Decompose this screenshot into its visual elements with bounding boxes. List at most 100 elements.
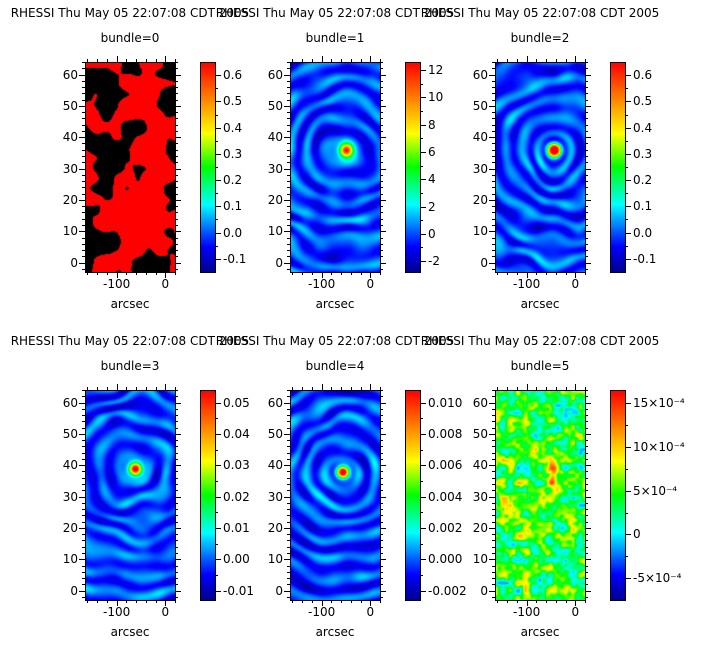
heatmap-canvas bbox=[495, 390, 585, 600]
y-tick-label: 40 bbox=[62, 130, 78, 145]
y-tick-label: 0 bbox=[480, 583, 488, 598]
y-tick-label: 20 bbox=[472, 192, 488, 207]
y-tick-label: 60 bbox=[267, 67, 283, 82]
y-tick-label: 20 bbox=[62, 192, 78, 207]
colorbar-tick-label: -0.01 bbox=[223, 583, 255, 598]
panel-subtitle: bundle=5 bbox=[510, 359, 570, 373]
x-axis-label: arcsec bbox=[520, 625, 560, 639]
colorbar-tick-label: 0.008 bbox=[428, 426, 463, 441]
y-tick-label: 30 bbox=[267, 489, 283, 504]
panel-title: RHESSI Thu May 05 22:07:08 CDT 2005 bbox=[420, 334, 660, 348]
y-tick-label: 30 bbox=[62, 161, 78, 176]
panel-bundle-3: RHESSI Thu May 05 22:07:08 CDT 2005 bundl… bbox=[0, 328, 254, 656]
colorbar-tick-label: 0.002 bbox=[428, 520, 463, 535]
x-tick-label: -100 bbox=[102, 605, 131, 619]
colorbar-tick-label: -0.1 bbox=[633, 251, 657, 266]
colorbar-tick-label: 0.02 bbox=[223, 489, 250, 504]
colorbar-tick-label: 0.1 bbox=[223, 199, 243, 214]
y-tick-label: 60 bbox=[62, 67, 78, 82]
y-tick-label: 10 bbox=[267, 552, 283, 567]
colorbar-tick-label: 0.4 bbox=[633, 120, 653, 135]
panel-subtitle: bundle=1 bbox=[305, 31, 365, 45]
colorbar-tick-label: 0.004 bbox=[428, 489, 463, 504]
y-tick-label: 50 bbox=[267, 98, 283, 113]
x-axis-label: arcsec bbox=[110, 625, 150, 639]
colorbar-tick-label: 0.04 bbox=[223, 426, 250, 441]
colorbar-tick-label: -0.1 bbox=[223, 251, 247, 266]
colorbar-tick-label: 0.006 bbox=[428, 458, 463, 473]
y-tick-label: 40 bbox=[472, 130, 488, 145]
panel-bundle-2: RHESSI Thu May 05 22:07:08 CDT 2005 bundl… bbox=[410, 0, 660, 328]
colorbar-tick-label: -0.002 bbox=[428, 583, 467, 598]
colorbar-tick-label: 8 bbox=[428, 117, 436, 132]
y-tick-label: 50 bbox=[62, 426, 78, 441]
x-tick-label: 0 bbox=[161, 277, 170, 291]
colorbar-tick-label: 0.01 bbox=[223, 520, 250, 535]
x-tick-label: 0 bbox=[571, 605, 580, 619]
y-tick-label: 60 bbox=[267, 395, 283, 410]
colorbar-tick-label: 0.6 bbox=[633, 68, 653, 83]
y-tick-label: 30 bbox=[472, 161, 488, 176]
y-tick-label: 40 bbox=[472, 458, 488, 473]
y-tick-label: 30 bbox=[267, 161, 283, 176]
colorbar-tick-label: 5×10⁻⁴ bbox=[633, 483, 678, 498]
y-tick-label: 20 bbox=[472, 520, 488, 535]
heatmap-canvas bbox=[85, 62, 175, 272]
panel-subtitle: bundle=3 bbox=[100, 359, 160, 373]
colorbar-tick-label: 0.5 bbox=[633, 94, 653, 109]
x-tick-label: -100 bbox=[512, 277, 541, 291]
y-tick-label: 0 bbox=[480, 255, 488, 270]
y-tick-label: 10 bbox=[267, 224, 283, 239]
colorbar-tick-label: 0.010 bbox=[428, 395, 463, 410]
y-tick-label: 10 bbox=[62, 224, 78, 239]
panel-title: RHESSI Thu May 05 22:07:08 CDT 2005 bbox=[10, 6, 250, 20]
x-tick-label: -100 bbox=[307, 605, 336, 619]
y-tick-label: 50 bbox=[472, 98, 488, 113]
panel-title: RHESSI Thu May 05 22:07:08 CDT 2005 bbox=[215, 6, 455, 20]
heatmap-canvas bbox=[495, 62, 585, 272]
x-tick-label: -100 bbox=[307, 277, 336, 291]
colorbar-tick-label: 0.6 bbox=[223, 68, 243, 83]
panel-title: RHESSI Thu May 05 22:07:08 CDT 2005 bbox=[10, 334, 250, 348]
colorbar-tick-label: 0.3 bbox=[223, 146, 243, 161]
colorbar-tick-label: 0.0 bbox=[223, 225, 243, 240]
colorbar-tick-label: 0.1 bbox=[633, 199, 653, 214]
colorbar-tick-label: 0.05 bbox=[223, 395, 250, 410]
colorbar-tick-label: 15×10⁻⁴ bbox=[633, 396, 685, 411]
y-tick-label: 10 bbox=[472, 552, 488, 567]
colorbar-tick-label: 0.00 bbox=[223, 552, 250, 567]
colorbar-tick-label: 0.0 bbox=[633, 225, 653, 240]
y-tick-label: 0 bbox=[275, 255, 283, 270]
panel-subtitle: bundle=0 bbox=[100, 31, 160, 45]
x-tick-label: -100 bbox=[102, 277, 131, 291]
x-axis-label: arcsec bbox=[110, 297, 150, 311]
y-tick-label: 10 bbox=[472, 224, 488, 239]
colorbar-canvas bbox=[610, 390, 625, 600]
colorbar-tick-label: 0.2 bbox=[223, 173, 243, 188]
x-axis-label: arcsec bbox=[315, 297, 355, 311]
x-tick-label: 0 bbox=[366, 277, 375, 291]
y-tick-label: 20 bbox=[267, 520, 283, 535]
y-tick-label: 50 bbox=[62, 98, 78, 113]
y-tick-label: 60 bbox=[472, 395, 488, 410]
y-tick-label: 20 bbox=[62, 520, 78, 535]
colorbar-tick-label: -2 bbox=[428, 254, 440, 269]
colorbar-tick-label: 12 bbox=[428, 63, 444, 78]
x-axis-label: arcsec bbox=[315, 625, 355, 639]
colorbar-tick-label: 0.03 bbox=[223, 458, 250, 473]
panel-bundle-5: RHESSI Thu May 05 22:07:08 CDT 2005 bundl… bbox=[410, 328, 685, 656]
panel-bundle-4: RHESSI Thu May 05 22:07:08 CDT 2005 bundl… bbox=[205, 328, 467, 656]
colorbar-tick-label: 6 bbox=[428, 145, 436, 159]
colorbar-tick-label: 10×10⁻⁴ bbox=[633, 439, 685, 454]
heatmap-canvas bbox=[290, 62, 380, 272]
colorbar-tick-label: 0 bbox=[633, 527, 641, 542]
colorbar-tick-label: 0.2 bbox=[633, 173, 653, 188]
panel-bundle-1: RHESSI Thu May 05 22:07:08 CDT 2005 bundl… bbox=[205, 0, 455, 328]
x-axis-label: arcsec bbox=[520, 297, 560, 311]
x-tick-label: -100 bbox=[512, 605, 541, 619]
colorbar-tick-label: 0.4 bbox=[223, 120, 243, 135]
colorbar-tick-label: 0.000 bbox=[428, 552, 463, 567]
colorbar-tick-label: 0.5 bbox=[223, 94, 243, 109]
colorbar-tick-label: 4 bbox=[428, 172, 436, 187]
